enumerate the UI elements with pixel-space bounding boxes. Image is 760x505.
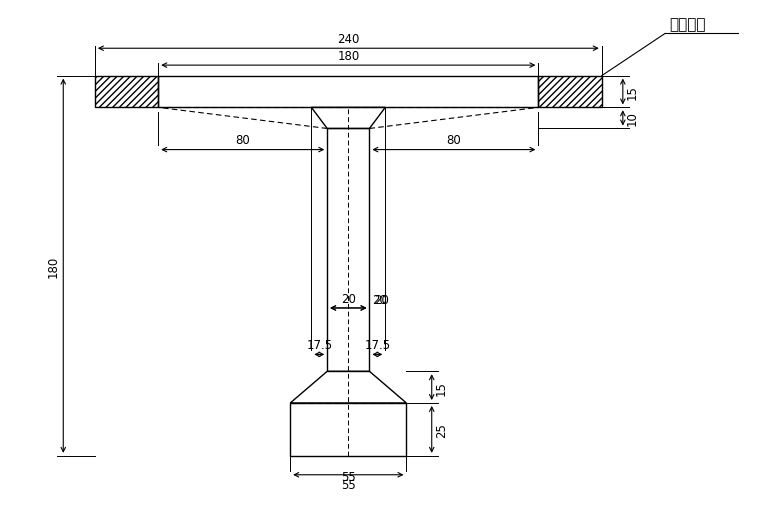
Text: 20: 20 — [341, 292, 356, 305]
Bar — [95, 77, 158, 108]
Text: 17.5: 17.5 — [306, 338, 332, 351]
Text: 17.5: 17.5 — [364, 338, 391, 351]
Text: 10: 10 — [626, 111, 639, 126]
Text: 240: 240 — [337, 33, 359, 46]
Text: 25: 25 — [435, 422, 448, 437]
Text: 15: 15 — [435, 380, 448, 395]
Text: 80: 80 — [236, 134, 250, 147]
Bar — [290, 403, 407, 456]
Text: 55: 55 — [341, 470, 356, 483]
Bar — [538, 77, 602, 108]
Text: 20: 20 — [372, 293, 388, 306]
Bar — [328, 129, 369, 372]
Bar — [158, 77, 538, 108]
Text: 180: 180 — [337, 50, 359, 63]
Text: 20: 20 — [374, 293, 388, 306]
Text: 15: 15 — [626, 85, 639, 100]
Text: 80: 80 — [447, 134, 461, 147]
Text: 现浇部分: 现浇部分 — [670, 17, 706, 32]
Text: 180: 180 — [47, 255, 60, 277]
Text: 55: 55 — [341, 478, 356, 491]
